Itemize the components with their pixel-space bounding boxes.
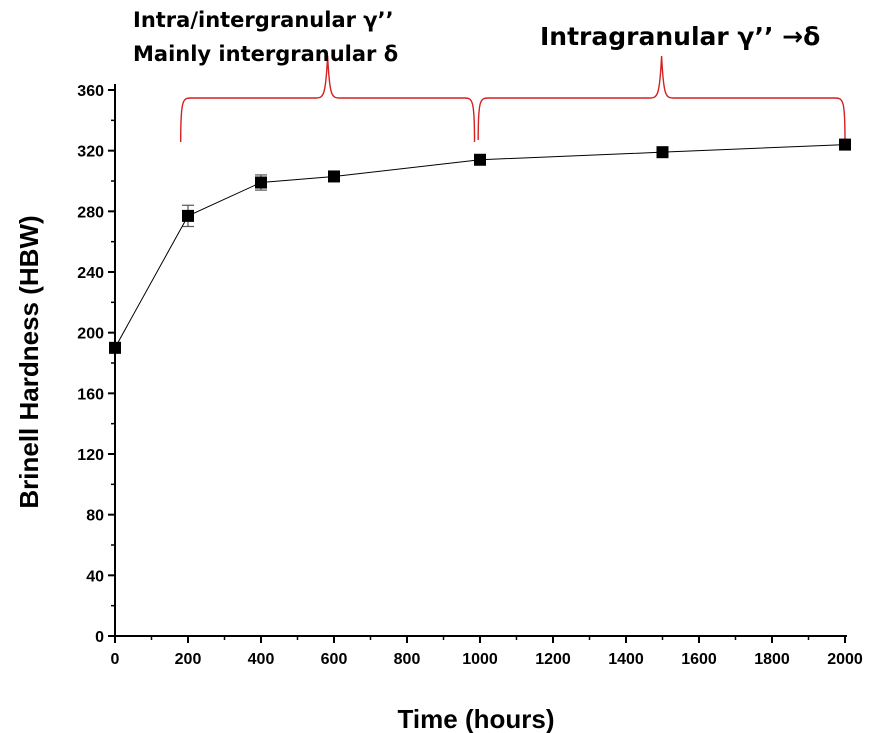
data-point (328, 170, 340, 183)
data-point (255, 176, 267, 189)
tick-labels: 0 40 80 120 160 200 240 280 320 360 0 200 400 600 800 1… (77, 83, 863, 668)
x-tick-label: 1400 (608, 651, 644, 668)
annotation-brackets (180, 55, 846, 143)
x-tick-label: 0 (111, 651, 120, 668)
x-tick-label: 200 (175, 651, 202, 668)
x-tick-label: 1800 (754, 651, 790, 668)
y-tick-label: 240 (77, 265, 104, 282)
x-axis-title: Time (hours) (398, 704, 555, 733)
x-tick-label: 2000 (827, 651, 863, 668)
x-tick-label: 1200 (535, 651, 571, 668)
x-tick-label: 600 (321, 651, 348, 668)
annotation-right: Intragranular γ’’ →δ (540, 22, 820, 51)
axes (108, 84, 847, 643)
error-bars (182, 140, 851, 228)
y-tick-label: 200 (77, 326, 104, 343)
curly-bracket (477, 55, 846, 141)
annotation-left-line-1: Intra/intergranular γ’’ (133, 8, 394, 32)
x-tick-label: 1000 (462, 651, 498, 668)
data-point (839, 138, 851, 151)
x-tick-label: 800 (394, 651, 421, 668)
y-tick-label: 160 (77, 386, 104, 403)
data-series (109, 138, 851, 354)
x-tick-label: 400 (248, 651, 275, 668)
y-axis-title: Brinell Hardness (HBW) (14, 215, 44, 508)
data-point (109, 341, 121, 354)
y-tick-label: 40 (86, 568, 104, 585)
data-point (656, 146, 669, 159)
x-tick-label: 1600 (681, 651, 717, 668)
y-tick-label: 320 (77, 144, 104, 161)
y-tick-label: 360 (77, 83, 104, 100)
y-tick-label: 120 (77, 447, 104, 464)
series-line (114, 144, 846, 349)
data-point (474, 153, 486, 166)
y-tick-label: 80 (86, 508, 104, 525)
data-point (182, 209, 194, 222)
curly-bracket (180, 55, 476, 143)
annotation-left-line-2: Mainly intergranular δ (133, 42, 398, 66)
y-tick-label: 0 (95, 629, 104, 646)
y-tick-label: 280 (77, 204, 104, 221)
